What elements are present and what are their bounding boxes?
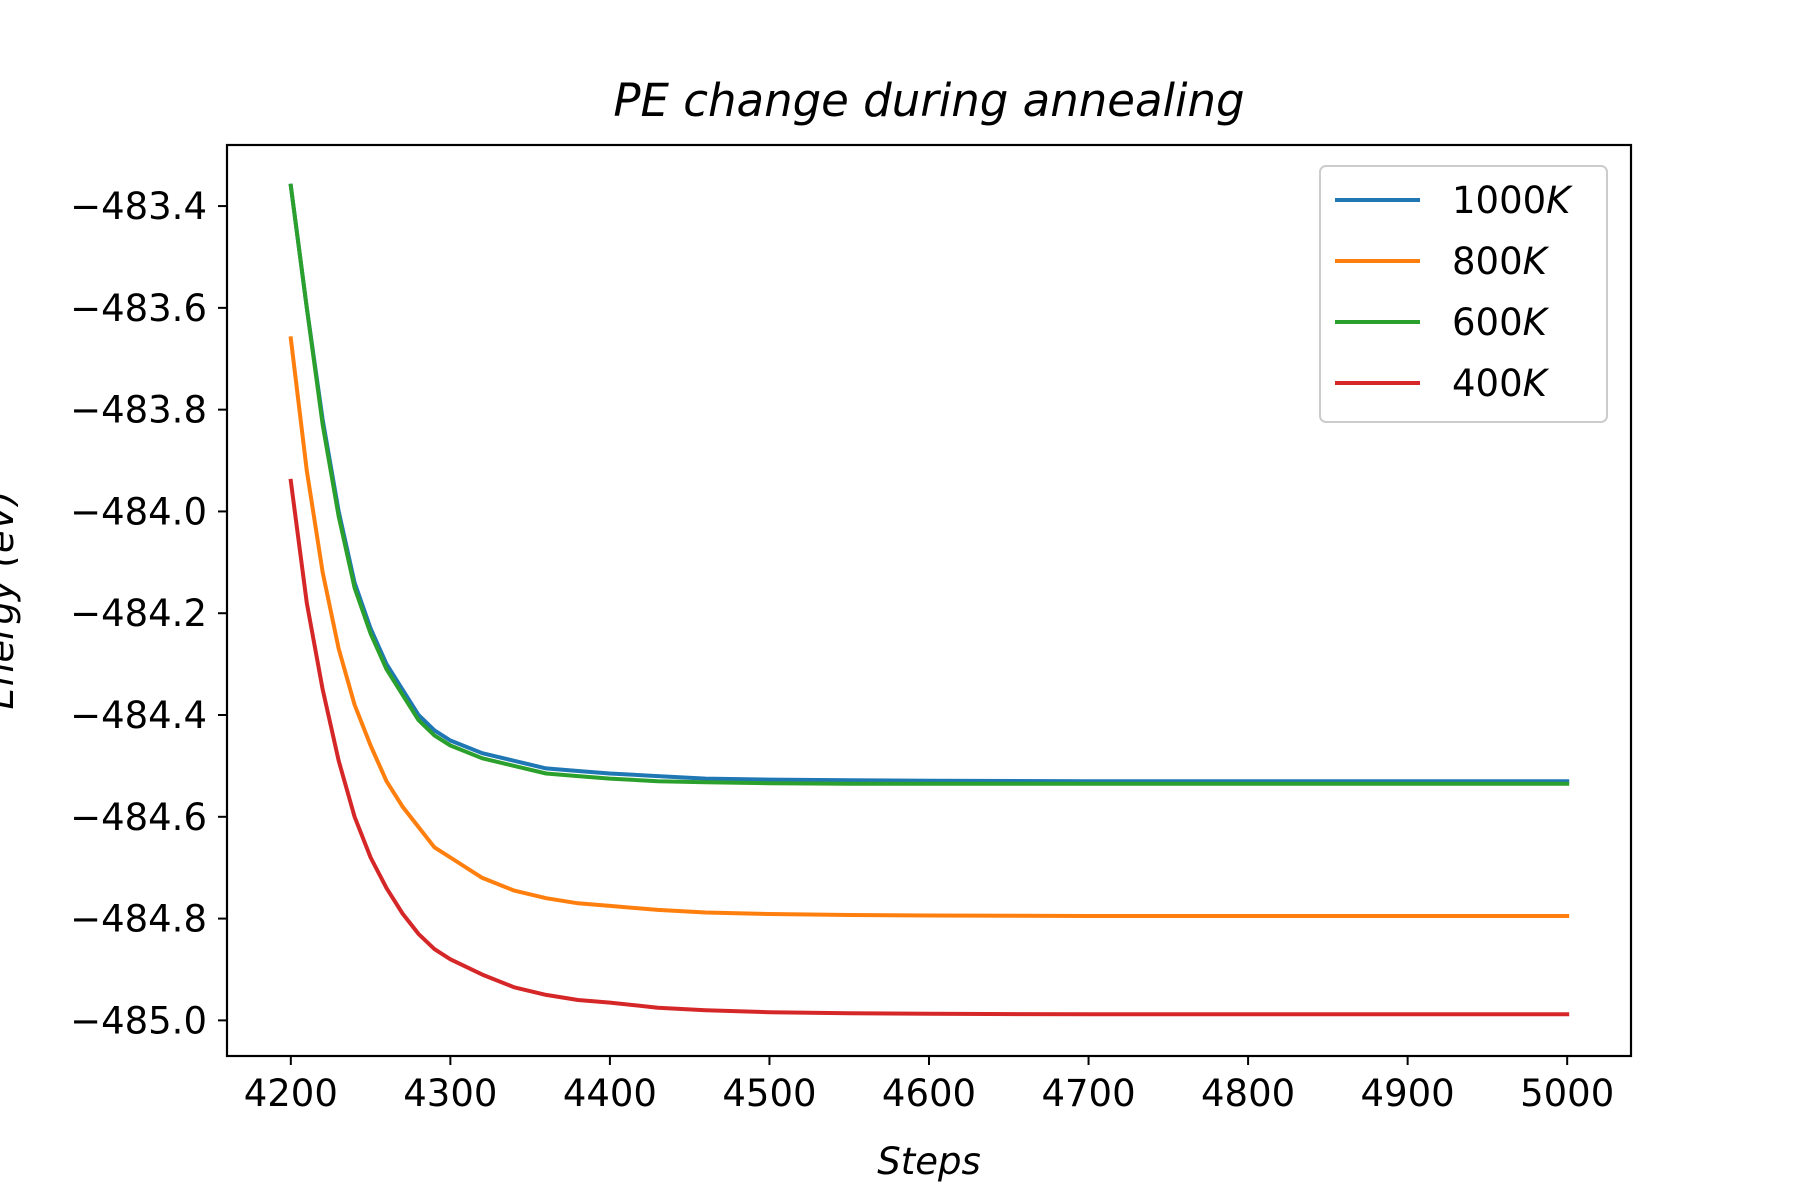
y-tick-label: −484.8	[70, 898, 207, 941]
x-tick-label: 5000	[1520, 1072, 1614, 1115]
x-tick-label: 4300	[403, 1072, 497, 1115]
y-axis-label: Energy (eV)	[0, 491, 22, 710]
legend-label-800K: 800K	[1452, 240, 1550, 283]
legend-label-400K: 400K	[1452, 362, 1550, 405]
legend-label-value: 600	[1452, 301, 1523, 344]
y-tick-label: −483.4	[70, 185, 207, 228]
series-line-600K	[288, 183, 1570, 786]
legend-box	[1319, 165, 1608, 423]
legend-label-value: 400	[1452, 362, 1523, 405]
y-tick-label: −483.8	[70, 389, 207, 432]
y-tick-label: −484.0	[70, 490, 207, 533]
y-axis: −483.4 −483.6 −483.8 −484.0 −484.2 −484.4 −484…	[70, 185, 227, 1042]
series-line-800K	[288, 336, 1570, 918]
x-tick-label: 4700	[1041, 1072, 1135, 1115]
legend-label-unit: K	[1546, 179, 1573, 222]
y-tick-label: −483.6	[70, 287, 207, 330]
y-tick-label: −484.2	[70, 592, 207, 635]
y-tick-label: −484.4	[70, 694, 207, 737]
x-axis-label: Steps	[877, 1140, 981, 1183]
legend-label-unit: K	[1523, 240, 1550, 283]
y-tick-label: −485.0	[70, 999, 207, 1042]
series-layer	[288, 183, 1570, 1017]
x-tick-label: 4900	[1361, 1072, 1455, 1115]
y-tick-label: −484.6	[70, 796, 207, 839]
legend-label-value: 1000	[1452, 179, 1546, 222]
legend-label-600K: 600K	[1452, 301, 1550, 344]
x-tick-label: 4400	[563, 1072, 657, 1115]
x-tick-label: 4800	[1201, 1072, 1295, 1115]
legend-label-unit: K	[1523, 301, 1550, 344]
series-line-400K	[288, 478, 1570, 1017]
legend-label-unit: K	[1523, 362, 1550, 405]
legend-label-value: 800	[1452, 240, 1523, 283]
x-axis: 4200 4300 4400 4500 4600 4700 4800 4900 5000	[244, 1056, 1614, 1115]
x-tick-label: 4600	[882, 1072, 976, 1115]
legend-label-1000K: 1000K	[1452, 179, 1573, 222]
chart-title: PE change during annealing	[613, 74, 1244, 127]
x-tick-label: 4200	[244, 1072, 338, 1115]
x-tick-label: 4500	[722, 1072, 816, 1115]
